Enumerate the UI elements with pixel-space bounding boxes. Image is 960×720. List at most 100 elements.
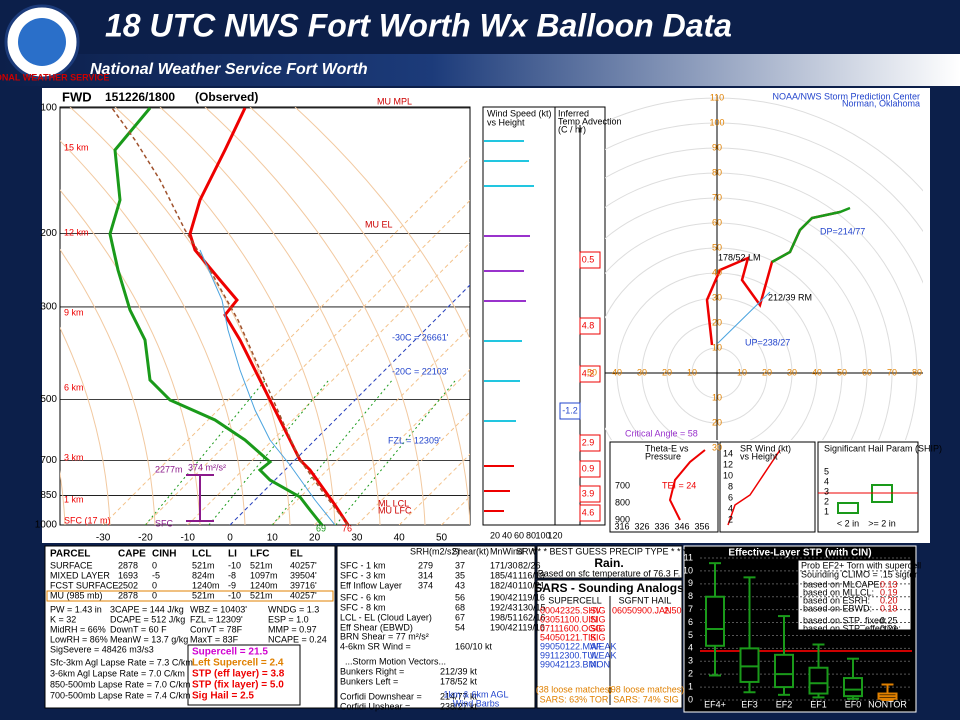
box — [843, 677, 863, 698]
label: 116/19 — [518, 570, 545, 580]
wetbulb — [199, 249, 336, 525]
label: 212/39 kt — [440, 666, 478, 676]
wind-bars — [484, 140, 534, 512]
pressure-label: 1000 — [35, 520, 58, 531]
label: 4 — [728, 503, 733, 513]
label: >= 2 in — [868, 518, 896, 528]
label: based on STP_fixed: — [803, 615, 887, 625]
label: Eff Inflow Layer — [340, 580, 402, 590]
label: Based on sfc temperature of 76.3 F. — [538, 568, 681, 578]
label: BRN Shear = 77 m²/s² — [340, 631, 429, 641]
label: 110/21 — [518, 580, 545, 590]
label: Corfidi Upshear = — [340, 701, 410, 711]
label: CINH — [152, 549, 176, 560]
label: SGFNT HAIL — [619, 595, 672, 605]
subtitle-bar — [0, 54, 960, 86]
wind-bar — [484, 300, 526, 302]
label: LowRH = 86% — [50, 634, 108, 644]
wind-bar — [484, 340, 522, 342]
label: 82/26 — [518, 560, 541, 570]
label: SFC - 8 km — [340, 602, 386, 612]
label: MaxT = 83F — [190, 634, 239, 644]
label: 2 — [728, 514, 733, 524]
label: 2277m — [155, 464, 183, 474]
label: Sounding CLIMO = .15 sigtor — [801, 569, 917, 579]
label: -1.2 — [562, 405, 578, 415]
label: 76 — [342, 523, 352, 533]
label: 06050900.JAN — [612, 605, 672, 615]
label: (38 loose matches) — [536, 684, 613, 694]
label: 182/40 — [490, 580, 518, 590]
label: 0.19 — [880, 587, 898, 597]
label: 2.50 — [664, 605, 682, 615]
label: SigSevere = 48426 m3/s3 — [50, 644, 154, 654]
label: 700-500mb Lapse Rate = 7.4 C/km — [50, 690, 190, 700]
label: NCAPE = 0.24 — [268, 634, 327, 644]
label: 2878 — [118, 590, 138, 600]
y-tick-label: 11 — [684, 552, 693, 562]
label: 700 — [615, 480, 630, 490]
mixing-ratio — [335, 379, 457, 525]
y-tick-label: 2 — [688, 669, 693, 679]
temp-label: 20 — [309, 533, 321, 544]
theta-e-panel — [609, 441, 719, 533]
label: vs Height — [740, 451, 778, 461]
pressure-label: 100 — [40, 103, 57, 114]
y-tick-label: 10 — [683, 565, 693, 575]
temp-label: -10 — [180, 533, 195, 544]
label: SFC - 1 km — [340, 560, 386, 570]
label: 30 — [637, 367, 647, 377]
label: 60 — [712, 217, 722, 227]
label: 3.9 — [582, 488, 595, 498]
label: 2878 — [118, 560, 138, 570]
label: Bunkers Left = — [340, 676, 398, 686]
pressure-label: 200 — [40, 228, 57, 239]
label: 4.2 — [582, 368, 595, 378]
label: 40257' — [290, 560, 317, 570]
advection-bar — [579, 317, 601, 335]
title: 18 UTC NWS Fort Worth Wx Balloon Data — [105, 7, 732, 43]
label: 90 — [712, 142, 722, 152]
height-label: 12 km — [64, 227, 89, 237]
label: 50 — [712, 242, 722, 252]
level-label: FZL = 12309' — [388, 435, 441, 445]
label: ...Storm Motion Vectors... — [345, 656, 446, 666]
label: 900 — [615, 514, 630, 524]
logo-inner — [18, 18, 66, 66]
label: 2 — [824, 496, 829, 506]
label: ESP = 1.0 — [268, 614, 309, 624]
label: 20 — [712, 417, 722, 427]
mixing-ratio — [145, 379, 266, 525]
dry-adiabat — [60, 140, 246, 525]
label: 4.8 — [582, 320, 595, 330]
label: 1693 — [118, 570, 138, 580]
box — [774, 653, 794, 689]
label: NON — [590, 659, 610, 669]
isotherm — [102, 157, 470, 525]
skewt-curves — [108, 107, 350, 525]
label: 151226/1800 — [105, 90, 175, 104]
label: 314 — [418, 570, 433, 580]
mixing-ratio — [271, 379, 393, 525]
label: 0.20 — [880, 595, 898, 605]
x-tick-label: EF2 — [776, 699, 793, 709]
label: 80 — [526, 530, 536, 540]
label: 850-500mb Lapse Rate = 7.0 C/km — [50, 679, 190, 689]
temp-label: 30 — [351, 533, 363, 544]
label: 50 — [587, 367, 597, 377]
isotherm — [187, 241, 470, 525]
temp-label: -20 — [138, 533, 153, 544]
temp-label: 0 — [227, 533, 233, 544]
label: 162/16 — [518, 612, 546, 622]
label: 374 — [418, 580, 433, 590]
isotherm — [271, 326, 470, 525]
label: 119/16 — [518, 622, 545, 632]
label: STP (fix layer) = 5.0 — [192, 680, 284, 691]
label: 10 — [687, 367, 697, 377]
dry-adiabat — [159, 107, 381, 525]
label: -10 — [228, 590, 241, 600]
y-tick-label: 0 — [688, 694, 693, 704]
label: 3 — [824, 486, 829, 496]
label: DCAPE = 512 J/kg — [110, 614, 185, 624]
